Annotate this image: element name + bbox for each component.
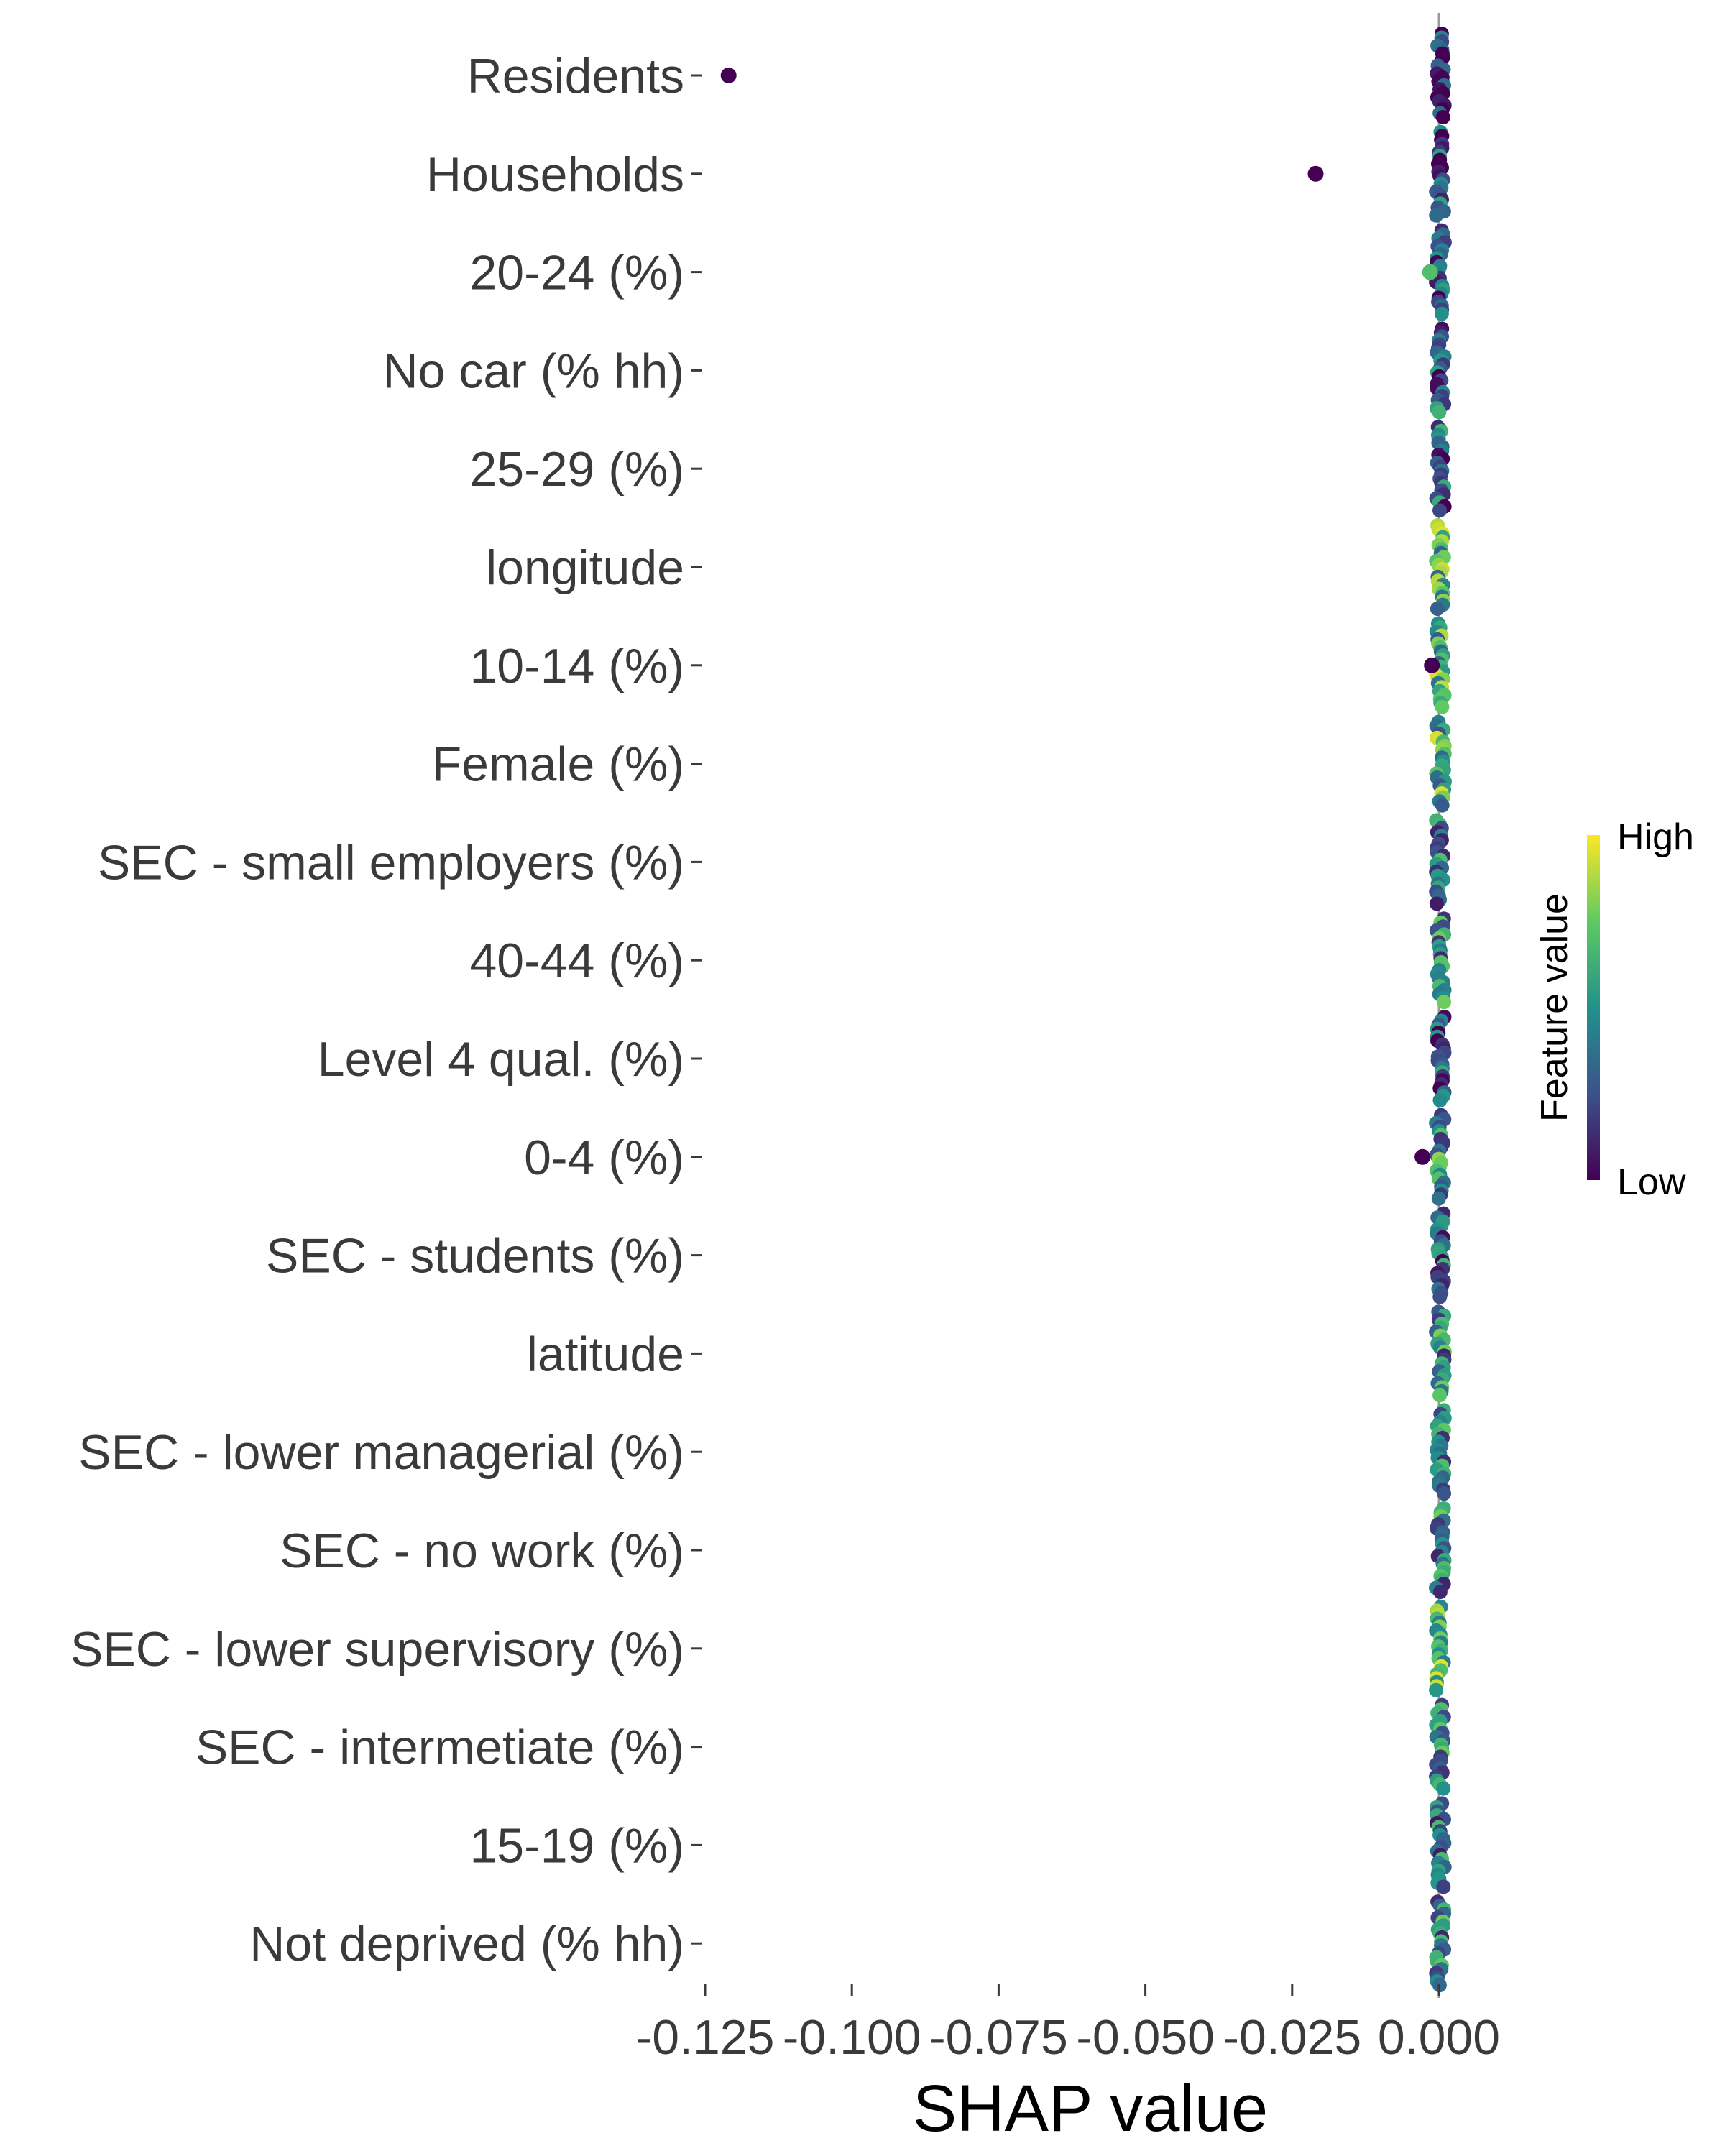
x-tick-label: 0.000 xyxy=(1378,2010,1500,2065)
feature-label: 25-29 (%) xyxy=(469,442,684,497)
x-tick-label: -0.075 xyxy=(929,2010,1068,2065)
shap-point xyxy=(1436,1781,1451,1796)
feature-label: 0-4 (%) xyxy=(524,1130,684,1185)
shap-point xyxy=(1437,1486,1452,1501)
shap-point xyxy=(1429,208,1444,223)
shap-point xyxy=(1429,896,1444,911)
feature-value-colorbar: High Low Feature value xyxy=(1534,816,1694,1203)
feature-label: Level 4 qual. (%) xyxy=(318,1032,684,1087)
shap-points xyxy=(720,27,1452,1993)
feature-label: Households xyxy=(426,147,684,202)
shap-point xyxy=(1430,602,1445,616)
shap-point xyxy=(1432,405,1447,420)
shap-point xyxy=(1429,1682,1444,1697)
feature-label: SEC - intermetiate (%) xyxy=(196,1720,684,1775)
shap-outlier-point xyxy=(1422,264,1438,280)
feature-label: SEC - lower managerial (%) xyxy=(78,1425,684,1480)
shap-point xyxy=(1435,798,1450,813)
feature-ticks xyxy=(691,74,702,1945)
feature-label: 15-19 (%) xyxy=(469,1818,684,1873)
shap-point xyxy=(1435,110,1450,124)
feature-label: SEC - no work (%) xyxy=(280,1524,684,1578)
x-axis-title: SHAP value xyxy=(913,2072,1268,2145)
feature-labels: Residents Households 20-24 (%) No car (% hh… xyxy=(70,49,684,1971)
feature-label: SEC - lower supervisory (%) xyxy=(70,1622,684,1677)
colorbar-low-label: Low xyxy=(1617,1161,1686,1203)
shap-point xyxy=(1434,306,1449,321)
feature-label: latitude xyxy=(527,1327,684,1381)
x-tick-label: -0.125 xyxy=(636,2010,775,2065)
shap-point xyxy=(1437,995,1451,1010)
shap-outlier-point xyxy=(1414,1148,1431,1165)
feature-label: No car (% hh) xyxy=(383,344,684,398)
feature-label: SEC - small employers (%) xyxy=(98,835,684,890)
feature-label: longitude xyxy=(486,540,684,595)
feature-label: Not deprived (% hh) xyxy=(249,1917,684,1971)
colorbar-title: Feature value xyxy=(1534,893,1576,1122)
x-tick-label: -0.100 xyxy=(783,2010,921,2065)
shap-point xyxy=(1432,1585,1448,1599)
shap-outlier-point xyxy=(1424,657,1440,673)
shap-point xyxy=(1432,1093,1448,1107)
x-tick-label: -0.025 xyxy=(1223,2010,1361,2065)
shap-point xyxy=(1431,1191,1446,1206)
shap-outlier-point xyxy=(1307,165,1324,182)
shap-point xyxy=(1436,1879,1451,1894)
shap-point xyxy=(1435,699,1450,714)
shap-point xyxy=(1432,1388,1448,1403)
colorbar-high-label: High xyxy=(1617,816,1694,858)
feature-label: Female (%) xyxy=(432,737,684,792)
shap-point xyxy=(1432,1289,1448,1304)
x-axis: -0.125 -0.100 -0.075 -0.050 -0.025 0.000 xyxy=(636,1984,1500,2065)
feature-label: 10-14 (%) xyxy=(469,639,684,694)
feature-label: 40-44 (%) xyxy=(469,934,684,988)
shap-point xyxy=(1432,503,1447,518)
shap-outlier-point xyxy=(720,68,737,83)
feature-label: SEC - students (%) xyxy=(266,1229,684,1284)
colorbar-gradient xyxy=(1587,835,1600,1180)
x-tick-label: -0.050 xyxy=(1076,2010,1215,2065)
feature-label: 20-24 (%) xyxy=(469,246,684,300)
feature-label: Residents xyxy=(467,49,684,103)
